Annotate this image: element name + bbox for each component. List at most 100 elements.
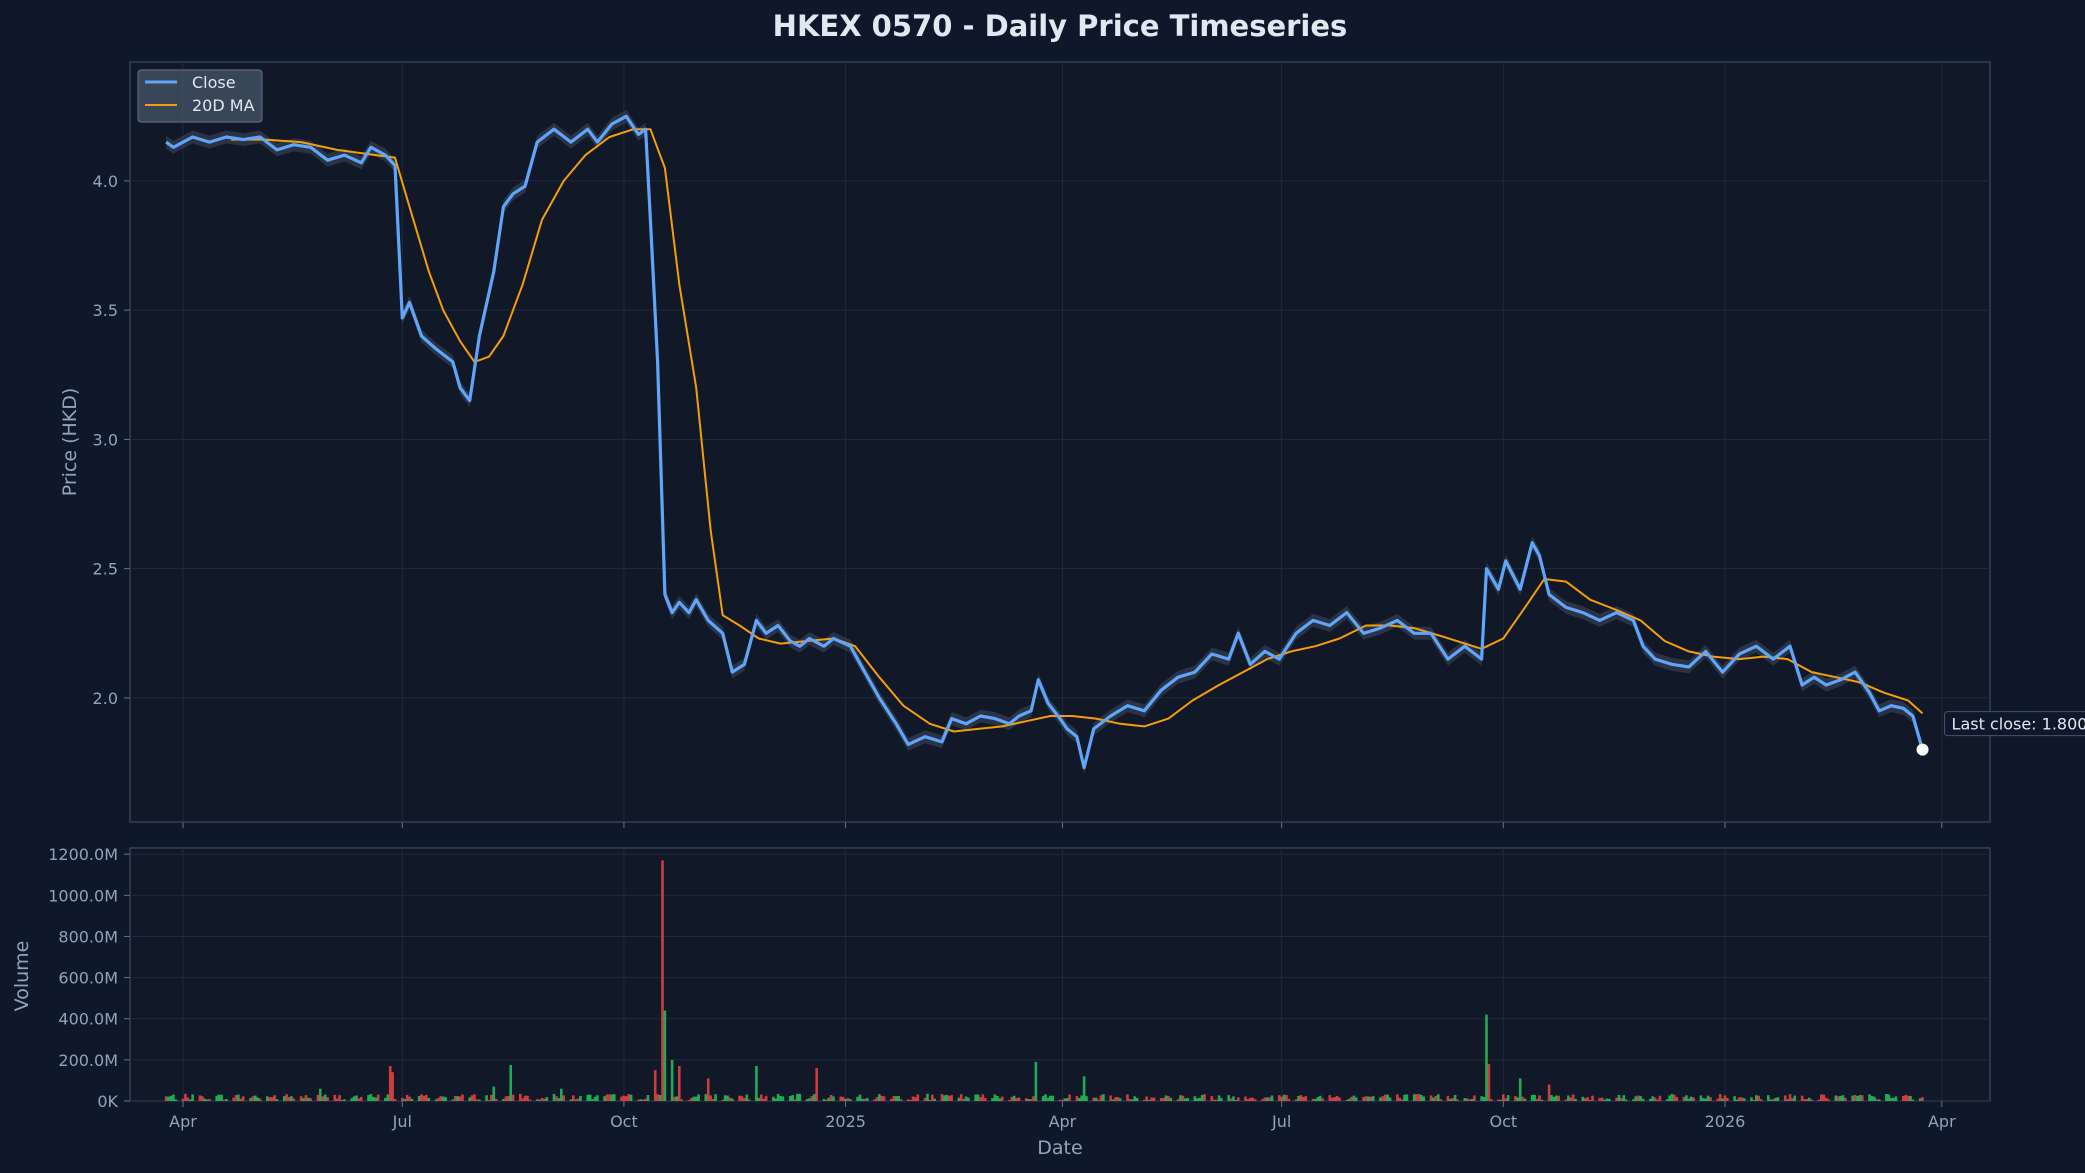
volume-bar bbox=[1285, 1095, 1288, 1101]
volume-bar bbox=[369, 1094, 373, 1101]
volume-bar bbox=[239, 1098, 243, 1101]
volume-bar bbox=[1892, 1097, 1895, 1101]
volume-bar bbox=[1369, 1096, 1373, 1101]
volume-bar bbox=[1347, 1098, 1351, 1101]
volume-bar bbox=[1075, 1095, 1079, 1101]
volume-bar bbox=[974, 1094, 977, 1101]
volume-y-tick-label: 800.0M bbox=[58, 927, 118, 946]
volume-bar bbox=[1706, 1095, 1710, 1101]
volume-bar bbox=[215, 1095, 218, 1101]
volume-bar bbox=[543, 1098, 546, 1101]
volume-bar bbox=[1620, 1098, 1623, 1101]
volume-bar bbox=[740, 1096, 744, 1101]
volume-bar bbox=[827, 1097, 830, 1101]
volume-bar bbox=[680, 1099, 683, 1101]
volume-bar bbox=[1704, 1098, 1707, 1101]
volume-bar bbox=[540, 1098, 544, 1101]
volume-bar bbox=[285, 1094, 288, 1101]
volume-bar bbox=[1918, 1098, 1922, 1101]
volume-bar bbox=[1439, 1099, 1442, 1101]
volume-bar bbox=[391, 1072, 394, 1101]
volume-bar bbox=[641, 1099, 645, 1101]
volume-bar bbox=[169, 1095, 173, 1101]
volume-bar bbox=[1836, 1096, 1840, 1101]
volume-bar bbox=[1253, 1099, 1257, 1101]
volume-bar bbox=[1302, 1096, 1305, 1101]
volume-bar bbox=[610, 1094, 614, 1101]
volume-bar bbox=[1750, 1097, 1753, 1101]
volume-bar bbox=[1771, 1099, 1775, 1101]
volume-bar bbox=[1721, 1098, 1724, 1101]
volume-bar bbox=[861, 1098, 864, 1101]
volume-bar bbox=[656, 1094, 659, 1101]
volume-bar bbox=[1027, 1099, 1030, 1101]
volume-bar bbox=[856, 1096, 859, 1101]
volume-bar bbox=[1403, 1094, 1406, 1101]
volume-bar bbox=[1249, 1098, 1252, 1101]
volume-bar bbox=[1530, 1095, 1534, 1101]
volume-bar bbox=[201, 1096, 204, 1101]
volume-bar bbox=[1824, 1097, 1828, 1101]
volume-bar bbox=[1793, 1095, 1797, 1101]
volume-bar bbox=[492, 1086, 496, 1101]
volume-bar bbox=[911, 1096, 915, 1101]
volume-bar bbox=[1639, 1096, 1642, 1101]
volume-bar bbox=[743, 1098, 746, 1101]
volume-y-tick-label: 400.0M bbox=[58, 1010, 118, 1029]
volume-bar bbox=[1384, 1094, 1387, 1101]
price-y-ticks: 2.0 2.5 3.0 3.5 4.0 bbox=[93, 172, 130, 708]
price-y-axis-label: Price (HKD) bbox=[59, 388, 81, 497]
volume-bar bbox=[1911, 1099, 1915, 1101]
volume-bar bbox=[1873, 1096, 1876, 1101]
last-close-label: Last close: 1.800 bbox=[1952, 715, 2085, 734]
volume-bar bbox=[251, 1096, 255, 1101]
volume-bar bbox=[791, 1095, 794, 1101]
volume-bar bbox=[321, 1096, 324, 1101]
volume-bar bbox=[572, 1095, 575, 1101]
volume-bar bbox=[1506, 1095, 1510, 1101]
volume-bar bbox=[468, 1097, 471, 1101]
volume-bar bbox=[1894, 1096, 1898, 1101]
volume-bar bbox=[1877, 1099, 1881, 1101]
volume-bar bbox=[234, 1095, 238, 1101]
volume-bar bbox=[1791, 1098, 1794, 1101]
volume-bar bbox=[1299, 1095, 1303, 1101]
volume-bar bbox=[1362, 1096, 1365, 1101]
volume-bar bbox=[1333, 1097, 1336, 1101]
close-price-line bbox=[165, 114, 1925, 770]
volume-bar bbox=[687, 1099, 691, 1101]
volume-bar bbox=[1490, 1099, 1493, 1101]
volume-bar bbox=[410, 1098, 414, 1101]
volume-bar bbox=[1311, 1098, 1315, 1101]
volume-y-tick-label: 600.0M bbox=[58, 969, 118, 988]
volume-bar bbox=[273, 1095, 276, 1101]
volume-bar bbox=[1085, 1096, 1088, 1101]
volume-bar bbox=[1352, 1095, 1356, 1101]
volume-bar bbox=[408, 1096, 411, 1101]
volume-bar bbox=[882, 1096, 886, 1101]
volume-bar bbox=[335, 1098, 339, 1101]
volume-bar bbox=[1853, 1095, 1857, 1101]
volume-bar bbox=[174, 1099, 178, 1101]
volume-bar bbox=[627, 1094, 630, 1101]
volume-bar bbox=[1434, 1095, 1438, 1101]
volume-bar bbox=[1400, 1099, 1404, 1101]
volume-bar bbox=[909, 1099, 912, 1101]
volume-bar bbox=[576, 1098, 580, 1101]
volume-bar bbox=[1480, 1096, 1483, 1101]
volume-bar bbox=[629, 1094, 633, 1101]
volume-y-axis-label: Volume bbox=[11, 941, 33, 1012]
volume-bar bbox=[1181, 1095, 1185, 1101]
volume-bar bbox=[738, 1095, 741, 1101]
volume-bar bbox=[1364, 1096, 1368, 1101]
volume-bar bbox=[1485, 1014, 1488, 1101]
volume-bar bbox=[343, 1099, 346, 1101]
volume-bar bbox=[266, 1096, 269, 1101]
volume-bar bbox=[1010, 1096, 1014, 1101]
volume-y-tick-label: 1200.0M bbox=[48, 845, 118, 864]
volume-bar bbox=[979, 1097, 982, 1101]
volume-bar bbox=[709, 1095, 712, 1101]
volume-bar bbox=[451, 1099, 455, 1101]
volume-bar bbox=[1906, 1095, 1910, 1101]
volume-bar bbox=[1504, 1098, 1507, 1101]
